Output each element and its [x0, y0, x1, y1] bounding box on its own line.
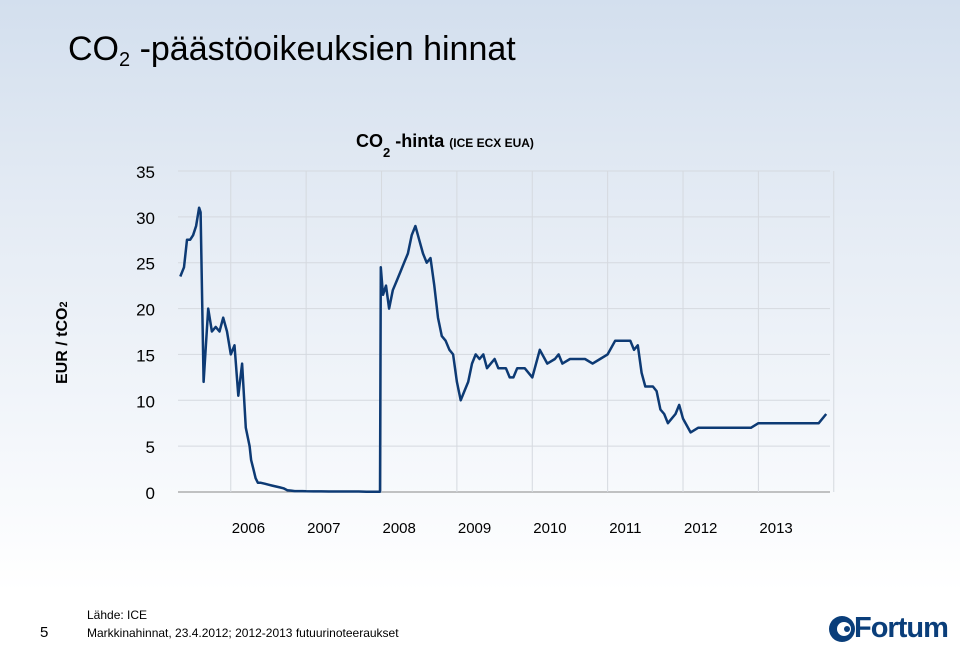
fortum-logo-icon — [829, 616, 855, 642]
slide-background — [0, 0, 960, 592]
x-tick-label: 2013 — [759, 520, 792, 537]
y-tick-label: 10 — [136, 392, 155, 411]
x-tick-label: 2007 — [307, 520, 340, 537]
co2-price-chart: 0 5 10 15 20 25 30 35 2006 2007 2008 2009 2010 2011 20… — [136, 163, 835, 537]
x-tick-label: 2010 — [533, 520, 566, 537]
y-tick-label: 5 — [146, 438, 155, 457]
x-tick-label: 2011 — [609, 520, 641, 537]
source-note: Lähde: ICE Markkinahinnat, 23.4.2012; 20… — [87, 606, 399, 642]
y-tick-label: 0 — [146, 484, 155, 503]
y-tick-label: 35 — [136, 163, 155, 182]
x-tick-label: 2012 — [684, 520, 717, 537]
page-title: CO2 -päästöoikeuksien hinnat — [68, 30, 516, 71]
y-tick-label: 15 — [136, 346, 155, 365]
y-tick-label: 20 — [136, 301, 155, 320]
x-tick-label: 2006 — [232, 520, 265, 537]
x-tick-label: 2009 — [458, 520, 491, 537]
y-tick-label: 30 — [136, 209, 155, 228]
page-number: 5 — [40, 624, 49, 641]
x-tick-label: 2008 — [383, 520, 416, 537]
source-line-1: Lähde: ICE — [87, 608, 148, 622]
chart-title: CO2 -hinta (ICE ECX EUA) — [356, 131, 534, 160]
fortum-logo-text: Fortum — [854, 612, 949, 644]
y-tick-label: 25 — [136, 255, 155, 274]
price-series-line — [179, 206, 828, 494]
source-line-2: Markkinahinnat, 23.4.2012; 2012-2013 fut… — [87, 626, 399, 640]
